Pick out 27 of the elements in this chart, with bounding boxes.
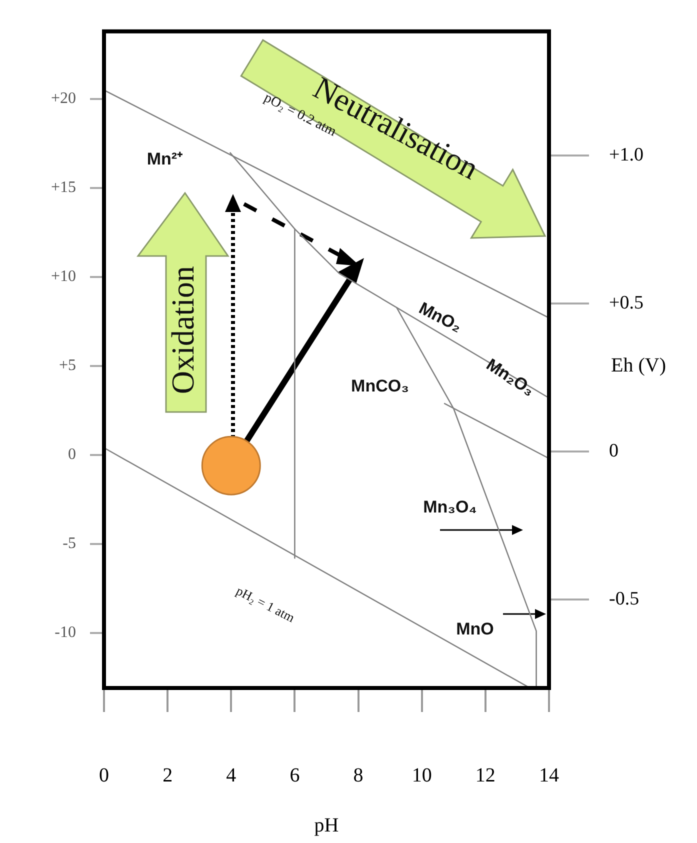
x-tick-label: 10 [412, 764, 432, 786]
annotation: Mn₃O₄ [423, 498, 477, 517]
annotation: Oxidation [164, 266, 200, 394]
x-tick-label: 4 [226, 764, 236, 786]
y-tick-label: +5 [58, 357, 76, 374]
y2-axis-title: Eh (V) [611, 354, 666, 376]
y-tick-label: +20 [50, 90, 76, 108]
x-tick-label: 14 [539, 764, 559, 786]
annotation: MnO [456, 620, 494, 639]
y2-tick-label: +1.0 [609, 144, 644, 166]
annotation: MnCO₃ [351, 376, 409, 396]
y-tick-label: 0 [68, 446, 76, 464]
y2-tick-label: -0.5 [609, 588, 640, 610]
y2-tick-label: 0 [609, 440, 618, 462]
y-tick-label: -5 [62, 535, 76, 552]
x-tick-label: 12 [475, 764, 496, 786]
x-tick-label: 0 [99, 764, 109, 786]
x-tick-label: 6 [290, 764, 300, 786]
y-tick-label: +10 [50, 268, 76, 286]
annotation: Mn²⁺ [146, 150, 184, 169]
x-axis-title: pH [314, 814, 339, 836]
y-tick-label: +15 [50, 179, 76, 196]
annotation: pH₂ = 1 atm [234, 582, 298, 626]
x-tick-label: 2 [162, 764, 173, 786]
y2-tick-label: +0.5 [609, 292, 644, 314]
x-tick-label: 8 [353, 764, 364, 786]
y-tick-label: -10 [54, 624, 76, 642]
